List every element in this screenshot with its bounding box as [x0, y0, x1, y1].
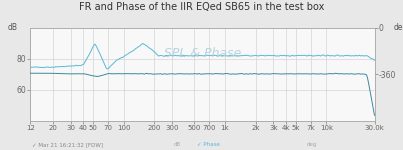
Text: ✓ Mar 21 16:21:32 [FDW]: ✓ Mar 21 16:21:32 [FDW]	[32, 142, 103, 147]
Text: FR and Phase of the IIR EQed SB65 in the test box: FR and Phase of the IIR EQed SB65 in the…	[79, 2, 324, 12]
Text: deg: deg	[306, 142, 317, 147]
Text: ✓ Phase: ✓ Phase	[197, 142, 220, 147]
Text: deg: deg	[394, 23, 403, 32]
Text: dB: dB	[173, 142, 181, 147]
Text: SPL & Phase: SPL & Phase	[164, 47, 241, 60]
Text: dB: dB	[8, 23, 18, 32]
